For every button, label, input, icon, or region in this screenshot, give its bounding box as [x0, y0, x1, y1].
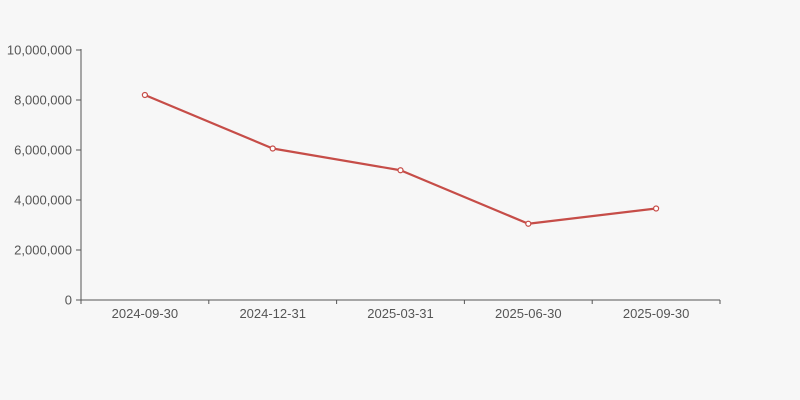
y-axis-tick-label: 4,000,000: [14, 193, 72, 208]
x-axis-category-label: 2025-03-31: [367, 306, 434, 321]
data-point-marker: [141, 91, 148, 99]
x-axis-category-label: 2024-09-30: [112, 306, 179, 321]
y-axis-tick-label: 8,000,000: [14, 93, 72, 108]
data-point-marker: [525, 220, 532, 227]
data-point-marker: [269, 145, 276, 152]
y-axis-tick-label: 2,000,000: [14, 243, 72, 258]
data-point-marker: [652, 205, 660, 212]
y-axis-tick-label: 6,000,000: [14, 143, 72, 158]
x-axis-category-label: 2025-06-30: [495, 306, 562, 321]
x-axis-category-label: 2024-12-31: [239, 306, 306, 321]
y-axis-tick-label: 0: [65, 293, 72, 308]
data-point-marker: [397, 167, 404, 174]
series-line: [143, 93, 658, 225]
y-axis-tick-label: 10,000,000: [7, 43, 72, 58]
x-axis-category-label: 2025-09-30: [623, 306, 690, 321]
